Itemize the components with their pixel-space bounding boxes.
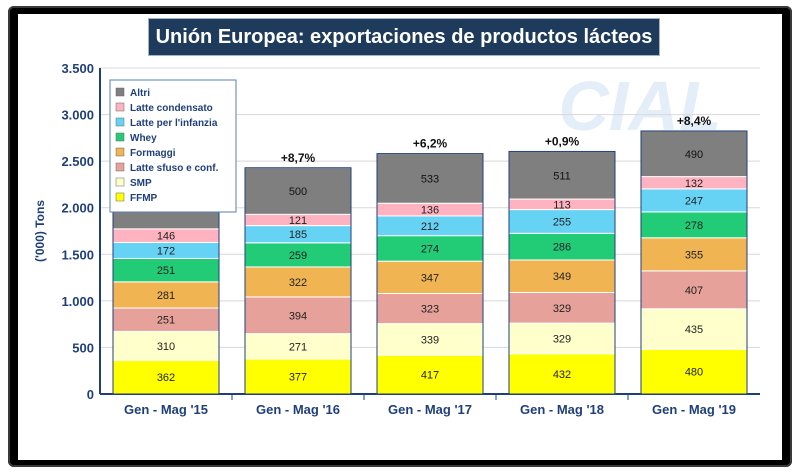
legend-label: Latte condensato (130, 103, 213, 114)
legend-label: FFMP (130, 193, 158, 204)
bar-segment-label: 511 (553, 170, 571, 182)
bar-segment-label: 329 (553, 333, 571, 345)
bar-segment (508, 150, 616, 200)
bar-segment-label: 339 (421, 334, 439, 346)
legend-label: Latte sfuso e conf. (130, 163, 219, 174)
y-tick-label: 2.500 (61, 154, 94, 169)
y-tick-label: 3.500 (61, 61, 94, 76)
legend-swatch (115, 87, 125, 97)
bar-segment-label: 212 (421, 221, 439, 233)
bar-segment (640, 270, 748, 310)
legend-label: Latte per l'infanzia (130, 118, 218, 129)
bar-segment-label: 432 (553, 369, 571, 381)
bar-segment-label: 480 (685, 367, 703, 379)
legend-swatch (115, 162, 125, 172)
bar-segment-label: 281 (157, 290, 175, 302)
growth-label: +6,2% (413, 137, 448, 151)
bar-segment-label: 146 (157, 231, 175, 243)
y-tick-label: 3.000 (61, 108, 94, 123)
legend-swatch (115, 132, 125, 142)
x-tick-label: Gen - Mag '19 (652, 402, 736, 417)
bar-segment-label: 113 (553, 199, 571, 211)
x-tick-label: Gen - Mag '15 (124, 402, 208, 417)
bar-segment-label: 362 (157, 372, 175, 384)
legend-swatch (115, 117, 125, 127)
legend-swatch (115, 177, 125, 187)
growth-label: +0,9% (545, 134, 580, 148)
legend-label: Altri (130, 88, 150, 99)
bar-segment-label: 136 (421, 205, 439, 217)
bar-outline (376, 153, 484, 395)
legend-box (109, 79, 237, 213)
bar-segment-label: 490 (685, 149, 703, 161)
bar-segment-label: 349 (553, 271, 571, 283)
bar-segment-label: 347 (421, 272, 439, 284)
bar-segment (244, 242, 352, 268)
bar-segment-label: 121 (289, 215, 307, 227)
bar-outline (244, 167, 352, 395)
bar-segment-label: 322 (289, 277, 307, 289)
bar-segment-label: 255 (553, 216, 571, 228)
bar-segment (376, 260, 484, 294)
bar-segment (508, 353, 616, 395)
growth-label: +8,4% (677, 114, 712, 128)
bar-segment (244, 296, 352, 335)
chart-title: Unión Europea: exportaciones de producto… (148, 18, 660, 56)
bar-segment-label: 310 (157, 341, 175, 353)
bar-segment-label: 251 (157, 315, 175, 327)
bar-segment-label: 323 (421, 304, 439, 316)
bar-segment-label: 533 (421, 173, 439, 185)
growth-label: +8,7% (281, 151, 316, 165)
y-tick-label: 1.500 (61, 247, 94, 262)
bar-segment-label: 278 (685, 220, 703, 232)
bar-segment-label: 185 (289, 229, 307, 241)
bar-segment (376, 153, 484, 204)
bar-segment-label: 251 (157, 265, 175, 277)
bar-segment (244, 333, 352, 360)
bar-segment (376, 292, 484, 325)
legend-label: Whey (130, 133, 157, 144)
bar-segment-label: 417 (421, 370, 439, 382)
bar-segment-label: 172 (157, 245, 175, 257)
bar-segment-label: 329 (553, 303, 571, 315)
bar-segment-label: 274 (421, 243, 439, 255)
x-tick-label: Gen - Mag '18 (520, 402, 604, 417)
legend-label: SMP (130, 178, 152, 189)
bar-segment-label: 286 (553, 242, 571, 254)
bar-segment-label: 355 (685, 249, 703, 261)
bar-segment-label: 247 (685, 195, 703, 207)
bar-segment-label: 435 (685, 324, 703, 336)
bar-segment-label: 394 (289, 310, 307, 322)
legend-label: Formaggi (130, 148, 176, 159)
y-tick-label: 0 (87, 387, 94, 402)
legend-swatch (115, 102, 125, 112)
bar-segment (640, 308, 748, 350)
bar-segment (112, 281, 220, 309)
x-tick-label: Gen - Mag '16 (256, 402, 340, 417)
y-tick-label: 500 (72, 340, 94, 355)
bar-segment-label: 132 (685, 178, 703, 190)
y-tick-label: 2.000 (61, 201, 94, 216)
bar-segment-label: 407 (685, 285, 703, 297)
x-tick-label: Gen - Mag '17 (388, 402, 472, 417)
y-tick-label: 1.000 (61, 294, 94, 309)
bar-segment-label: 259 (289, 250, 307, 262)
bar-segment-label: 500 (289, 186, 307, 198)
bar-outline (508, 150, 616, 395)
y-axis-label: ('000) Tons (33, 200, 47, 262)
legend-swatch (115, 147, 125, 157)
bar-segment (376, 354, 484, 395)
bar-segment-label: 271 (289, 341, 307, 353)
bar-outline (640, 130, 748, 395)
bar-segment-label: 377 (289, 371, 307, 383)
legend-swatch (115, 192, 125, 202)
